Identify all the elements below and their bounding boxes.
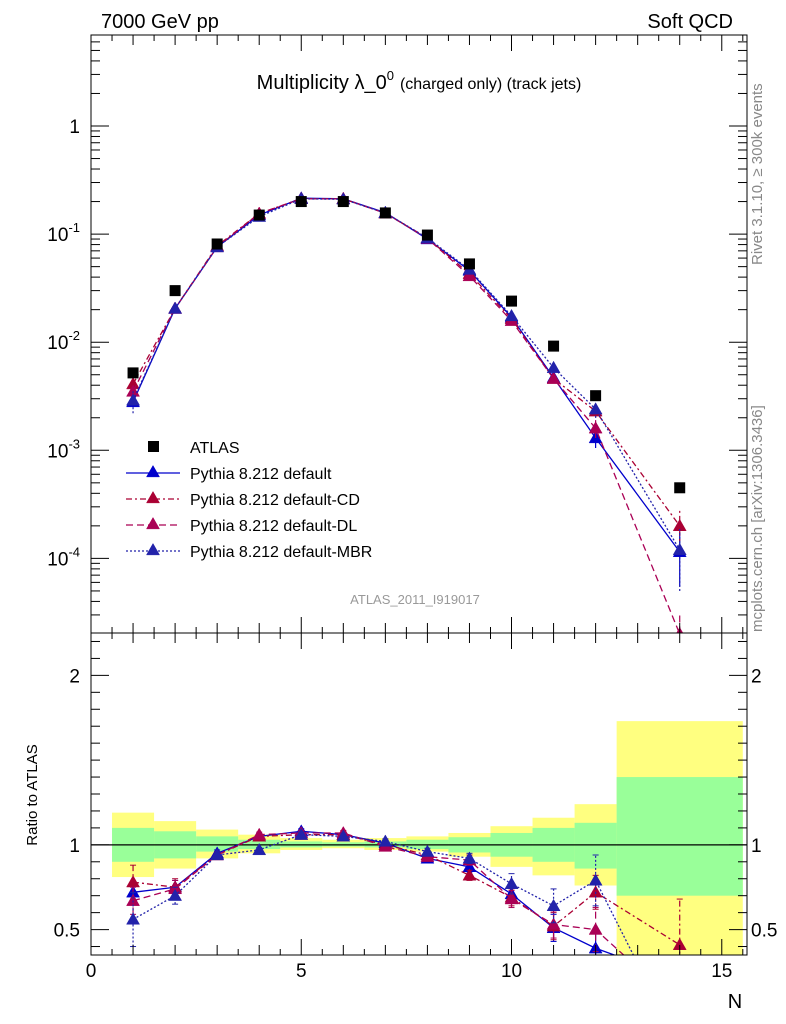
y-tick-label: 10-2 <box>47 328 80 354</box>
y-tick-label-exponent: -4 <box>68 544 80 559</box>
x-tick-label: 10 <box>501 961 522 982</box>
ratio-y-tick-label: 2 <box>69 666 80 687</box>
ratio-panel-frame <box>90 632 748 956</box>
legend-label: Pythia 8.212 default-DL <box>190 518 357 535</box>
ratio-marker <box>252 827 267 840</box>
y-tick-label-exponent: -2 <box>68 328 80 343</box>
legend: ATLAS Pythia 8.212 default Pythia 8.212 de… <box>126 440 372 561</box>
y-tick-label-base: 10 <box>47 549 68 570</box>
energy-label: 7000 GeV pp <box>101 11 219 33</box>
data-point <box>253 209 265 221</box>
legend-marker-square <box>148 441 159 452</box>
series-marker <box>672 542 687 555</box>
ratio-marker <box>378 834 393 847</box>
ratio-y-tick-label-right: 1 <box>751 836 762 857</box>
series-marker <box>588 421 603 434</box>
y-tick-label-base: 10 <box>47 225 68 246</box>
ratio-y-tick-label: 0.5 <box>54 921 80 942</box>
data-point <box>211 238 223 250</box>
y-tick-label-base: 10 <box>47 333 68 354</box>
plot-title: Multiplicity λ_00 (charged only) (track j… <box>257 68 582 94</box>
legend-marker-triangle <box>146 542 160 556</box>
x-tick-label: 0 <box>86 961 97 982</box>
ratio-marker <box>504 876 519 889</box>
ratio-marker <box>168 888 183 901</box>
ratio-marker <box>588 922 603 935</box>
ratio-panel <box>91 824 747 955</box>
series-marker <box>546 371 561 384</box>
data-point <box>590 390 602 402</box>
ratio-marker <box>546 917 561 930</box>
ratio-marker <box>210 848 225 861</box>
data-point <box>379 207 391 219</box>
data-point <box>463 258 475 270</box>
title-sup: 0 <box>387 68 394 83</box>
ratio-uncertainty-bands <box>112 721 743 955</box>
y-tick-label: 10-4 <box>47 544 80 570</box>
main-panel <box>126 191 687 633</box>
y-tick-label-base: 10 <box>47 441 68 462</box>
main-panel-axes: 10-410-310-210-11 <box>47 35 747 633</box>
ratio-marker <box>420 844 435 857</box>
process-label: Soft QCD <box>647 11 733 33</box>
legend-marker-triangle <box>146 516 160 530</box>
ratio-marker <box>504 892 519 905</box>
x-tick-label: 5 <box>296 961 307 982</box>
title-main: Multiplicity λ_0 <box>257 72 387 94</box>
analysis-id-label: ATLAS_2011_I919017 <box>350 592 480 607</box>
y-tick-label: 1 <box>69 117 80 138</box>
legend-label: Pythia 8.212 default <box>190 466 332 483</box>
ratio-marker <box>462 868 477 881</box>
series-marker <box>588 402 603 415</box>
ratio-ylabel: Ratio to ATLAS <box>24 744 41 845</box>
data-point <box>548 340 560 352</box>
series-marker <box>504 308 519 322</box>
band-green <box>616 777 743 896</box>
legend-label: Pythia 8.212 default-MBR <box>190 544 372 561</box>
x-tick-label: 15 <box>711 961 732 982</box>
legend-marker-triangle <box>146 490 160 504</box>
y-tick-label: 10-1 <box>47 220 80 246</box>
ratio-y-tick-label: 1 <box>69 836 80 857</box>
ratio-y-tick-label-right: 2 <box>751 666 762 687</box>
data-point <box>506 295 518 307</box>
data-point <box>674 482 686 494</box>
ratio-marker <box>294 827 309 840</box>
title-sub: (charged only) (track jets) <box>400 76 581 93</box>
ratio-panel-axes: 0.5 0.5 1 1 2 2 0 5 10 15 <box>54 633 777 982</box>
ratio-marker <box>462 851 477 864</box>
mcplots-label: mcplots.cern.ch [arXiv:1306.3436] <box>749 405 766 632</box>
rivet-label: Rivet 3.1.10, ≥ 300k events <box>749 83 766 265</box>
ratio-marker <box>126 912 140 925</box>
ratio-marker <box>252 842 267 856</box>
data-point <box>295 196 307 208</box>
legend-marker-triangle <box>146 464 160 478</box>
series-marker <box>462 268 477 282</box>
legend-label: ATLAS <box>190 440 240 457</box>
y-tick-label-exponent: -1 <box>68 220 80 235</box>
ratio-y-tick-label-right: 0.5 <box>751 921 777 942</box>
series-marker <box>168 301 183 314</box>
ratio-marker <box>588 873 603 886</box>
ratio-marker <box>588 885 603 898</box>
data-point <box>169 285 181 297</box>
data-point <box>127 367 139 379</box>
ratio-marker <box>336 829 351 842</box>
x-axis-label: N <box>728 991 742 1013</box>
legend-label: Pythia 8.212 default-CD <box>190 492 360 509</box>
series-marker <box>126 393 140 406</box>
series-line-2 <box>132 198 681 633</box>
y-tick-label-exponent: -3 <box>68 436 80 451</box>
y-tick-label: 10-3 <box>47 436 80 462</box>
ratio-marker <box>126 875 140 888</box>
series-marker <box>546 360 561 373</box>
data-point <box>337 196 349 208</box>
band-green <box>196 836 239 852</box>
ratio-marker <box>546 898 561 911</box>
data-point <box>421 229 433 241</box>
